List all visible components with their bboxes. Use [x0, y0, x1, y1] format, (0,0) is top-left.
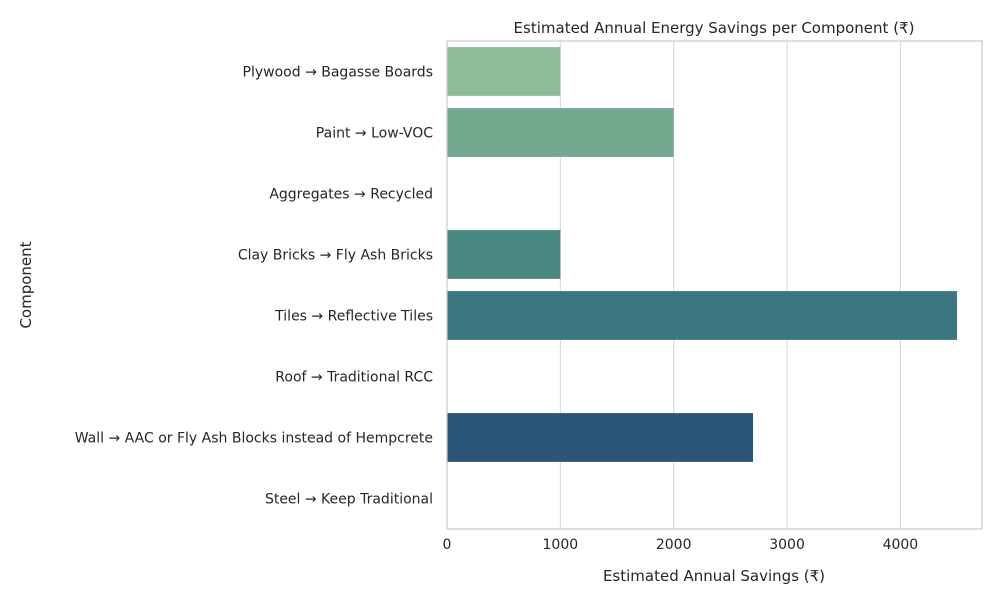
y-tick-label: Tiles → Reflective Tiles — [274, 309, 433, 325]
y-tick-label: Roof → Traditional RCC — [275, 370, 433, 386]
x-tick-label: 2000 — [656, 537, 692, 553]
x-tick-label: 3000 — [769, 537, 805, 553]
bar — [447, 230, 561, 279]
y-tick-label: Clay Bricks → Fly Ash Bricks — [238, 248, 433, 264]
bar — [447, 291, 958, 340]
y-tick-label: Plywood → Bagasse Boards — [243, 65, 433, 81]
x-tick-labels: 0 1000 2000 3000 4000 — [443, 537, 919, 553]
x-axis-label: Estimated Annual Savings (₹) — [603, 567, 825, 585]
plot-frame — [446, 40, 983, 530]
bar — [447, 413, 754, 462]
x-tick-label: 1000 — [543, 537, 579, 553]
y-tick-label: Aggregates → Recycled — [269, 187, 433, 203]
x-tick-label: 0 — [443, 537, 452, 553]
y-tick-label: Steel → Keep Traditional — [265, 492, 433, 508]
y-tick-labels: Plywood → Bagasse Boards Paint → Low-VOC A… — [75, 65, 433, 508]
y-tick-label: Wall → AAC or Fly Ash Blocks instead of … — [75, 431, 433, 447]
y-axis-label: Component — [17, 241, 35, 328]
x-tick-label: 4000 — [883, 537, 919, 553]
bar — [447, 47, 561, 96]
bars — [447, 47, 958, 462]
bar — [447, 108, 674, 157]
chart-title: Estimated Annual Energy Savings per Comp… — [514, 19, 915, 37]
y-tick-label: Paint → Low-VOC — [316, 126, 433, 142]
